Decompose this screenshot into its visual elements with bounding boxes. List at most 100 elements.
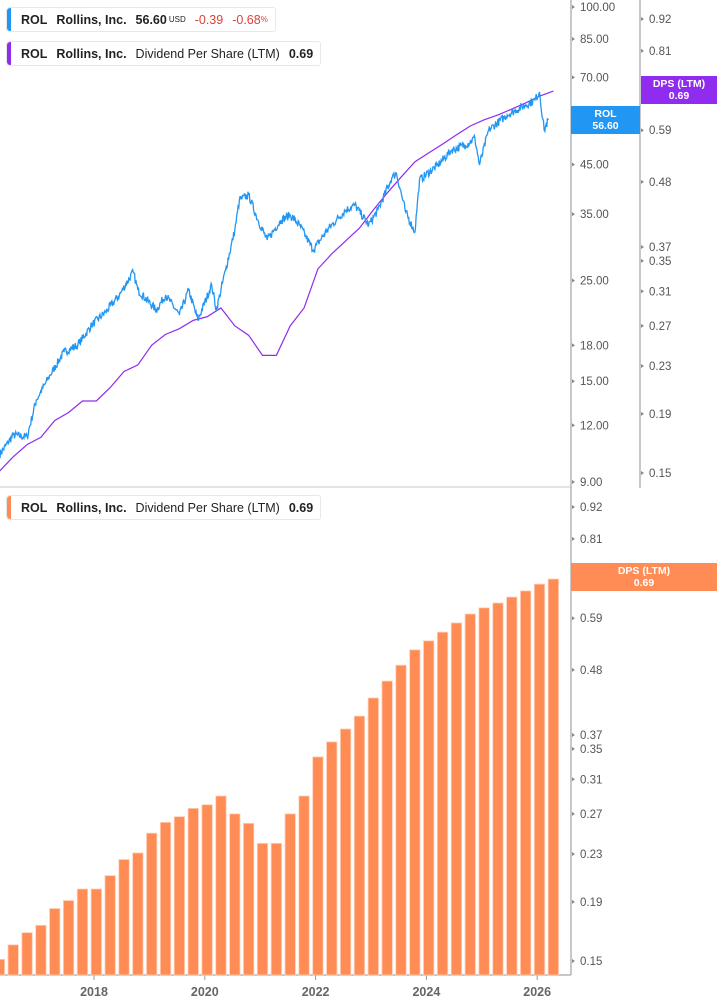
dps-line xyxy=(0,90,554,472)
dps-bar xyxy=(506,596,518,976)
dps-bar xyxy=(367,697,379,976)
dps-bottom-tick-label: 0.27 xyxy=(580,809,602,821)
dps-bottom-tick-label: 0.19 xyxy=(580,897,602,909)
price-tick-label: 35.00 xyxy=(580,209,609,221)
price-legend[interactable]: ROL Rollins, Inc. 56.60 USD -0.39 -0.68 … xyxy=(6,7,276,32)
legend-change-pct: -0.68 xyxy=(232,12,261,27)
dps-tag-top: DPS (LTM) 0.69 xyxy=(641,76,717,104)
dps-bar xyxy=(132,852,144,976)
price-tick-label: 85.00 xyxy=(580,34,609,46)
price-tag-value: 56.60 xyxy=(592,120,619,132)
dps-bar xyxy=(35,924,47,976)
dps-bar xyxy=(520,590,532,976)
dps-bar xyxy=(76,888,89,976)
dps-bar xyxy=(7,944,19,976)
dps-bar xyxy=(0,958,5,976)
dps-tick-mark xyxy=(641,364,644,369)
dps-bar xyxy=(326,741,338,976)
dps-tag-label: DPS (LTM) xyxy=(617,565,671,577)
dps-bottom-tick-mark xyxy=(572,505,575,509)
dps-tick-mark xyxy=(641,128,644,133)
dps-bottom-tick-mark xyxy=(572,536,575,541)
legend-ticker: ROL xyxy=(21,12,48,27)
dps-bar xyxy=(312,756,324,976)
price-tick-label: 25.00 xyxy=(580,275,609,287)
dps-tick-mark xyxy=(641,289,644,294)
dps-bottom-tick-label: 0.59 xyxy=(580,613,602,625)
dps-tick-label: 0.15 xyxy=(649,468,671,480)
x-tick-label: 2018 xyxy=(80,985,108,999)
dps-bar xyxy=(229,813,241,976)
dps-bar xyxy=(63,900,75,976)
legend-pct-sign: % xyxy=(260,15,268,24)
dps-bar xyxy=(215,795,227,976)
dps-tick-label: 0.48 xyxy=(649,177,671,189)
dps-bottom-tick-label: 0.23 xyxy=(580,849,602,861)
dps-tick-label: 0.19 xyxy=(649,409,671,421)
x-tick-label: 2026 xyxy=(523,985,551,999)
dps-bar xyxy=(270,842,282,976)
legend-company: Rollins, Inc. xyxy=(56,46,127,61)
dps-tick-label: 0.31 xyxy=(649,286,671,298)
dps-tick-label: 0.37 xyxy=(649,242,671,254)
dps-tick-mark xyxy=(641,179,644,184)
dps-tick-label: 0.35 xyxy=(649,256,671,268)
dps-tick-mark xyxy=(641,471,644,475)
dps-bar xyxy=(118,859,130,976)
dps-bottom-tick-label: 0.48 xyxy=(580,665,602,677)
dps-tick-mark xyxy=(641,411,644,416)
dps-tag-label: DPS (LTM) xyxy=(652,78,706,90)
dps-bottom-tick-mark xyxy=(572,959,575,963)
dps-bottom-tick-mark xyxy=(572,777,575,782)
dps-tick-label: 0.92 xyxy=(649,14,671,26)
dps-bottom-tick-label: 0.31 xyxy=(580,774,602,786)
price-tick-label: 70.00 xyxy=(580,72,609,84)
price-tag: ROL 56.60 xyxy=(571,106,640,134)
dps-legend-top[interactable]: ROL Rollins, Inc. Dividend Per Share (LT… xyxy=(6,41,322,66)
price-tick-label: 15.00 xyxy=(580,376,609,388)
legend-metric: Dividend Per Share (LTM) xyxy=(135,500,280,515)
dps-bar xyxy=(533,583,546,976)
dps-tick-mark xyxy=(641,323,644,328)
dps-bar xyxy=(464,613,476,976)
x-tick-label: 2024 xyxy=(412,985,440,999)
dps-bar xyxy=(159,821,172,976)
dps-tick-label: 0.81 xyxy=(649,46,671,58)
dps-bottom-tick-label: 0.81 xyxy=(580,534,602,546)
legend-change: -0.39 xyxy=(194,12,224,27)
dps-bar xyxy=(146,832,158,976)
dps-bar xyxy=(423,640,435,976)
dps-tag-value: 0.69 xyxy=(668,90,690,102)
price-tick-mark xyxy=(572,162,575,167)
dps-bar xyxy=(49,908,61,976)
dps-bottom-tick-mark xyxy=(572,899,575,904)
dps-bar xyxy=(173,816,186,976)
legend-ticker: ROL xyxy=(21,500,48,515)
dps-bar xyxy=(547,578,559,976)
dps-bar xyxy=(298,795,310,976)
dps-bar xyxy=(104,875,116,976)
dps-tick-mark xyxy=(641,245,644,250)
dps-tick-label: 0.59 xyxy=(649,125,671,137)
dps-bar xyxy=(478,607,490,976)
price-tick-mark xyxy=(572,379,575,384)
dps-bottom-tick-label: 0.37 xyxy=(580,730,602,742)
dps-legend-bottom[interactable]: ROL Rollins, Inc. Dividend Per Share (LT… xyxy=(6,495,322,520)
dps-bottom-tick-mark xyxy=(572,667,575,672)
dps-bottom-tick-mark xyxy=(572,746,575,751)
price-line xyxy=(0,91,549,459)
dps-bottom-tick-mark xyxy=(572,811,575,816)
dps-bar xyxy=(90,888,102,976)
legend-company: Rollins, Inc. xyxy=(56,12,127,27)
price-tick-label: 12.00 xyxy=(580,420,609,432)
dps-bar xyxy=(450,622,463,976)
dps-bottom-tick-mark xyxy=(572,733,575,738)
legend-currency: USD xyxy=(168,15,186,24)
price-tick-label: 100.00 xyxy=(580,2,615,14)
dps-tick-mark xyxy=(641,258,644,263)
x-tick-label: 2022 xyxy=(302,985,330,999)
price-tick-mark xyxy=(572,5,575,9)
dps-bar xyxy=(409,649,421,976)
dps-bar xyxy=(284,813,296,976)
price-tick-mark xyxy=(572,37,575,42)
